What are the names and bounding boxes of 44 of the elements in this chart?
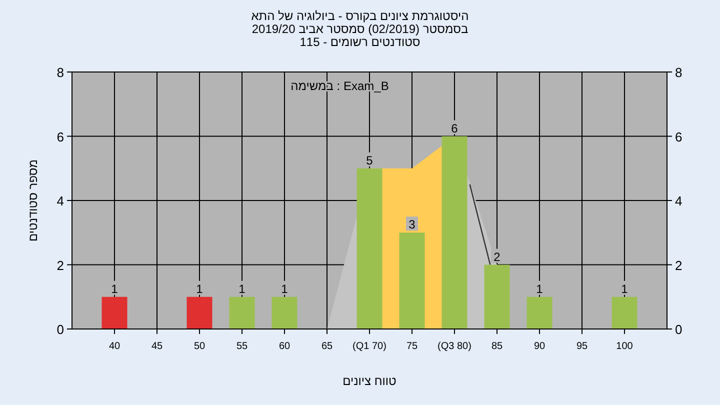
data-label: 1 [196, 282, 204, 296]
x-tick-label: (Q3 80) [438, 341, 472, 352]
y-tick-label: 2 [56, 258, 64, 273]
y-tick-label: 4 [56, 194, 64, 208]
data-label: 2 [494, 250, 501, 264]
data-label: 6 [451, 121, 458, 136]
x-tick-label: 65 [321, 341, 333, 352]
x-axis-title: טווח ציונים [342, 374, 397, 388]
x-tick-label: 55 [236, 341, 248, 352]
x-tick-label: 40 [108, 341, 120, 352]
y2-tick-label: 0 [675, 322, 682, 337]
data-label: 3 [408, 218, 416, 232]
x-tick-label: 90 [534, 341, 546, 352]
bar [399, 232, 425, 329]
x-tick-label: 75 [406, 341, 418, 352]
y2-tick-label: 4 [675, 194, 682, 208]
y-tick-label: 8 [56, 65, 64, 80]
bar [612, 296, 638, 329]
y-axis-title: מספר סטודנטים [26, 159, 40, 242]
data-label: 1 [111, 282, 118, 296]
bar [102, 296, 128, 329]
x-tick-label: 60 [278, 341, 290, 352]
data-label: 1 [281, 282, 288, 296]
data-label: 1 [536, 282, 544, 296]
data-label: 5 [366, 153, 374, 168]
bar [229, 296, 255, 329]
bar [526, 296, 552, 329]
x-tick-label: 95 [576, 341, 588, 352]
x-tick-label: 45 [151, 341, 163, 352]
data-label: 1 [621, 282, 628, 296]
y2-tick-label: 8 [675, 65, 682, 80]
x-tick-label: 50 [194, 341, 206, 352]
bar [272, 296, 298, 329]
x-tick-label: 100 [616, 341, 634, 352]
chart-title: היסטוגרמת ציונים בקורס - ביולוגיה של התא [251, 9, 469, 23]
x-tick-label: (Q1 70) [352, 341, 386, 352]
bar [186, 296, 212, 329]
data-label: 1 [238, 282, 246, 296]
y-tick-label: 0 [56, 322, 64, 337]
chart-subtitle: בסמסטר (02/2019) סמסטר אביב 2019/20 115 - סטודנטים רשומים [252, 22, 468, 49]
x-tick-label: 85 [491, 341, 503, 352]
y2-tick-label: 6 [675, 129, 682, 144]
y2-tick-label: 2 [675, 258, 682, 273]
y-tick-label: 6 [56, 129, 64, 144]
